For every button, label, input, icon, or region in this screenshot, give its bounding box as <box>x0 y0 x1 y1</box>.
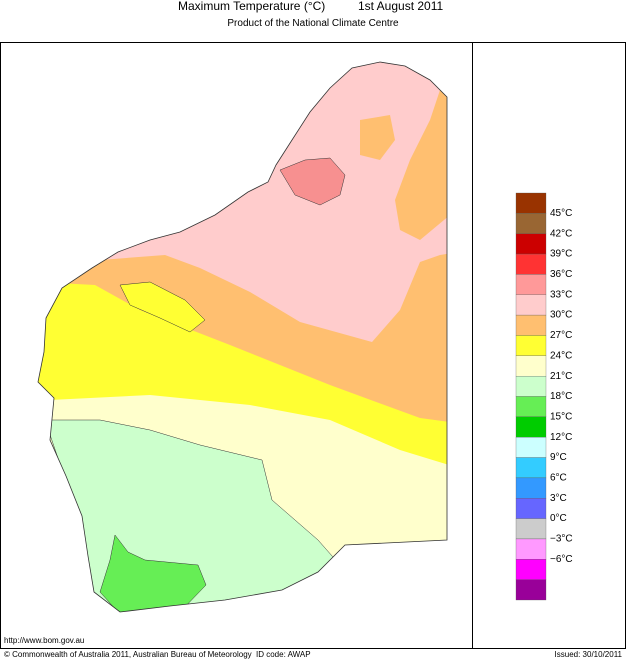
footer-url: http://www.bom.gov.au <box>4 636 84 645</box>
legend-label: 36°C <box>550 269 572 280</box>
legend-label: 3°C <box>550 493 567 504</box>
subtitle: Product of the National Climate Centre <box>227 18 399 29</box>
map <box>38 62 447 612</box>
legend-swatch <box>515 294 547 316</box>
legend-label: 6°C <box>550 473 567 484</box>
legend-label: 12°C <box>550 432 572 443</box>
legend-label: 18°C <box>550 391 572 402</box>
legend-label: 0°C <box>550 513 567 524</box>
legend-label: 21°C <box>550 371 572 382</box>
legend-swatch <box>515 396 547 418</box>
legend-label: 9°C <box>550 452 567 463</box>
legend-swatch <box>515 518 547 540</box>
legend-label: 33°C <box>550 289 572 300</box>
legend-label: 45°C <box>550 208 572 219</box>
title: Maximum Temperature (°C) <box>178 0 325 13</box>
legend-swatch <box>515 253 547 275</box>
legend-swatch <box>515 375 547 397</box>
legend-swatch <box>515 233 547 255</box>
legend-swatch <box>515 477 547 499</box>
legend-swatch <box>515 437 547 458</box>
legend-label: 42°C <box>550 228 572 239</box>
legend-label: 15°C <box>550 411 572 422</box>
zone-yellow-inner <box>119 281 206 333</box>
zone-orange-north <box>395 62 447 240</box>
legend-label: −6°C <box>550 554 573 565</box>
legend-swatch <box>515 579 547 601</box>
legend-swatch <box>515 355 547 377</box>
zone-green <box>99 534 207 612</box>
zone-salmon <box>279 157 346 206</box>
footer-issued: Issued: 30/10/2011 <box>555 650 623 659</box>
legend-swatch <box>515 213 547 234</box>
legend-swatch <box>515 335 547 356</box>
legend-swatch <box>515 538 547 560</box>
legend-swatch <box>515 314 547 336</box>
legend-swatch <box>515 274 547 295</box>
legend-label: 30°C <box>550 310 572 321</box>
legend-label: 39°C <box>550 249 572 260</box>
legend-label: −3°C <box>550 534 573 545</box>
legend-swatch <box>515 416 547 438</box>
coastline <box>37 61 448 613</box>
footer-id: ID code: AWAP <box>256 650 311 659</box>
legend-swatch <box>515 498 547 519</box>
legend-swatch <box>515 192 547 214</box>
date: 1st August 2011 <box>358 0 444 13</box>
zone-orange-patch <box>360 115 395 160</box>
legend-swatch <box>515 559 547 580</box>
legend-label: 27°C <box>550 330 572 341</box>
legend-swatch <box>515 457 547 479</box>
legend-label: 24°C <box>550 350 572 361</box>
footer-copyright: © Commonwealth of Australia 2011, Austra… <box>4 650 252 659</box>
legend: 45°C 42°C 39°C 36°C 33°C 30°C 27°C 24°C 21°C 18°C… <box>515 192 573 601</box>
